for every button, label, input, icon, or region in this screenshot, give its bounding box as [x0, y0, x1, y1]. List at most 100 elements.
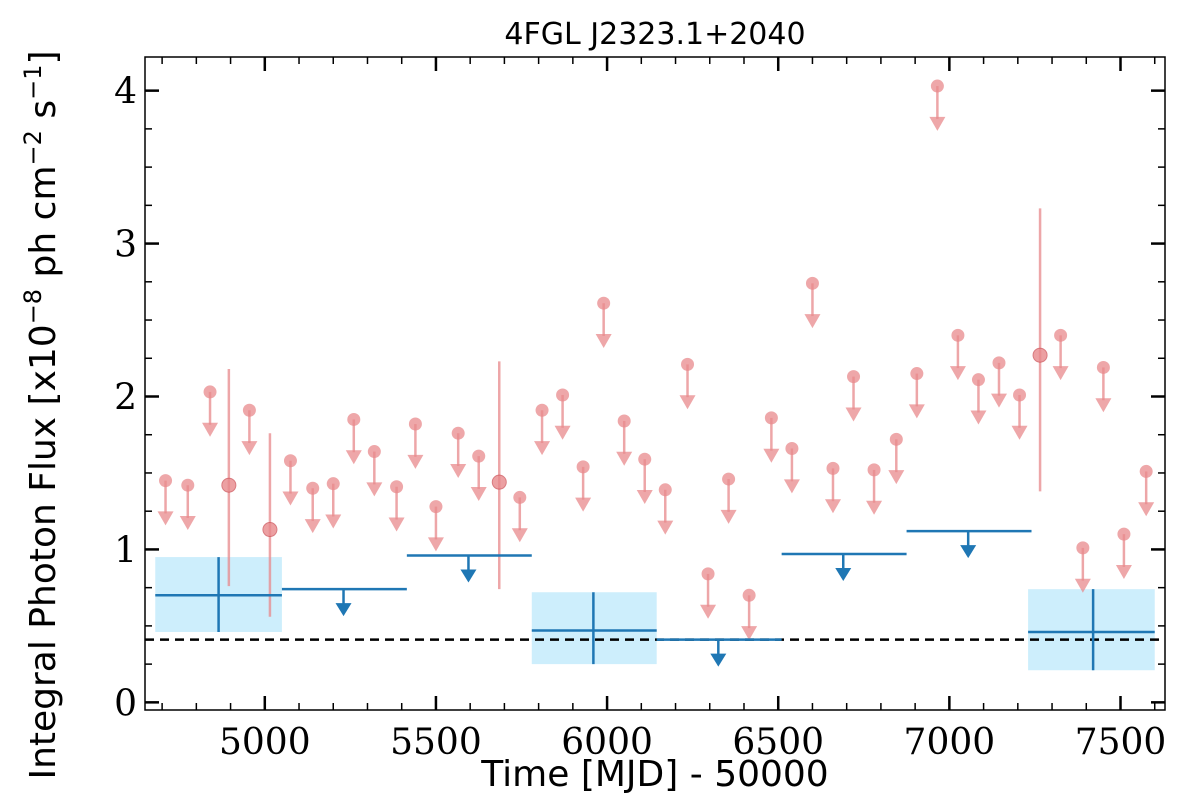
fine-upper-limit-marker [367, 445, 381, 459]
fine-upper-limit-arrowhead [202, 422, 219, 437]
fine-upper-limit-arrowhead [700, 604, 717, 619]
fine-upper-limit-marker [1054, 328, 1068, 342]
fine-upper-limit-arrowhead [720, 509, 737, 524]
fine-upper-limit-arrowhead [783, 479, 800, 494]
fine-upper-limit-arrowhead [866, 500, 883, 515]
fine-upper-limit-marker [992, 356, 1006, 370]
fine-upper-limit-marker [1076, 541, 1090, 555]
chart-title: 4FGL J2323.1+2040 [504, 17, 805, 52]
y-axis-title-close: ] [23, 50, 64, 64]
y-axis-title-exp1: −8 [19, 289, 47, 324]
fine-upper-limit-arrowhead [241, 441, 258, 456]
fine-upper-limit-arrowhead [470, 486, 487, 501]
fine-upper-limit-arrowhead [990, 393, 1007, 408]
y-tick-label: 0 [114, 683, 137, 724]
coarse-upper-limit-arrowhead [835, 568, 852, 582]
fine-upper-limit-marker [283, 454, 297, 468]
fine-upper-limit-marker [826, 461, 840, 475]
coarse-upper-limit-arrowhead [460, 569, 477, 583]
fine-upper-limit-marker [951, 328, 965, 342]
fine-upper-limit-arrowhead [1074, 578, 1091, 593]
fine-upper-limit-arrowhead [1095, 398, 1112, 413]
fine-upper-limit-marker [658, 483, 672, 497]
x-tick-label: 5500 [390, 722, 482, 763]
fine-upper-limit-marker [597, 296, 611, 310]
fine-upper-limit-arrowhead [554, 425, 571, 440]
fine-upper-limit-marker [867, 463, 881, 477]
coarse-upper-limit-arrowhead [960, 545, 977, 559]
x-tick-label: 7500 [1075, 722, 1167, 763]
fine-upper-limit-marker [472, 449, 486, 463]
fine-upper-limit-marker [326, 477, 340, 491]
fine-upper-limit-arrowhead [636, 490, 653, 505]
fine-upper-limit-marker [181, 478, 195, 492]
y-axis-title: Integral Photon Flux [x10−8 ph cm−2 s−1] [19, 50, 64, 779]
y-axis-title-mid: ph cm [23, 165, 64, 288]
y-axis-title-main: Integral Photon Flux [x10 [23, 324, 64, 779]
fine-upper-limit-marker [617, 414, 631, 428]
y-axis-title-end: s [23, 100, 64, 130]
fine-upper-limit-marker [847, 370, 861, 384]
fine-upper-limit-marker [408, 417, 422, 431]
fine-upper-limit-arrowhead [657, 520, 674, 535]
fine-upper-limit-marker [1013, 388, 1027, 402]
fine-upper-limit-marker [513, 490, 527, 504]
fine-upper-limit-marker [203, 385, 217, 399]
fine-detection-marker [491, 474, 507, 490]
y-axis-title-exp2: −2 [19, 130, 47, 165]
fine-detection-marker [1032, 347, 1048, 363]
fine-upper-limit-arrowhead [949, 366, 966, 381]
coarse-upper-limit-arrowhead [335, 603, 352, 617]
fine-detection-marker [221, 477, 237, 493]
fine-upper-limit-arrowhead [1115, 564, 1132, 579]
fine-upper-limit-arrowhead [929, 116, 946, 131]
plot-frame [144, 56, 1166, 711]
x-tick-label: 6000 [561, 722, 653, 763]
fine-upper-limit-marker [701, 567, 715, 581]
fine-upper-limit-marker [889, 432, 903, 446]
fine-upper-limit-marker [910, 367, 924, 381]
fine-upper-limit-arrowhead [679, 395, 696, 410]
x-tick-label: 6500 [732, 722, 824, 763]
fine-upper-limit-arrowhead [908, 404, 925, 419]
coarse-points-layer [155, 529, 1155, 671]
x-tick-label: 5000 [219, 722, 311, 763]
fine-upper-limit-marker [805, 276, 819, 290]
x-axis-title: Time [MJD] - 50000 [480, 754, 828, 795]
fine-upper-limit-arrowhead [845, 407, 862, 422]
axes-layer [144, 56, 1166, 711]
fine-upper-limit-marker [159, 474, 173, 488]
fine-upper-limit-marker [535, 403, 549, 417]
fine-upper-limit-arrowhead [1138, 502, 1155, 517]
fine-upper-limit-marker [681, 357, 695, 371]
fine-upper-limit-marker [1139, 464, 1153, 478]
fine-upper-limit-arrowhead [157, 511, 174, 526]
fine-upper-limit-arrowhead [824, 499, 841, 514]
fine-upper-limit-arrowhead [534, 441, 551, 456]
fine-upper-limit-arrowhead [345, 450, 362, 465]
y-tick-label: 2 [114, 377, 137, 418]
y-tick-label: 1 [114, 530, 137, 571]
fine-detection-marker [262, 522, 278, 538]
fine-upper-limit-arrowhead [575, 497, 592, 512]
fine-upper-limit-arrowhead [282, 491, 299, 506]
fine-upper-limit-marker [556, 388, 570, 402]
fine-upper-limit-marker [764, 411, 778, 425]
fine-upper-limit-arrowhead [616, 451, 633, 466]
fine-upper-limit-arrowhead [511, 528, 528, 543]
fine-upper-limit-arrowhead [804, 314, 821, 329]
y-tick-label: 3 [114, 225, 137, 266]
fine-upper-limit-arrowhead [450, 464, 467, 479]
fine-upper-limit-arrowhead [741, 626, 758, 641]
fine-upper-limit-arrowhead [763, 448, 780, 463]
x-tick-label: 7000 [904, 722, 996, 763]
fine-upper-limit-marker [1117, 527, 1131, 541]
fine-upper-limit-marker [576, 460, 590, 474]
fine-upper-limit-marker [930, 79, 944, 93]
fine-upper-limit-marker [742, 588, 756, 602]
fine-points-layer [157, 79, 1155, 641]
coarse-error-band [1028, 589, 1155, 671]
fine-upper-limit-marker [390, 480, 404, 494]
fine-upper-limit-arrowhead [325, 514, 342, 529]
